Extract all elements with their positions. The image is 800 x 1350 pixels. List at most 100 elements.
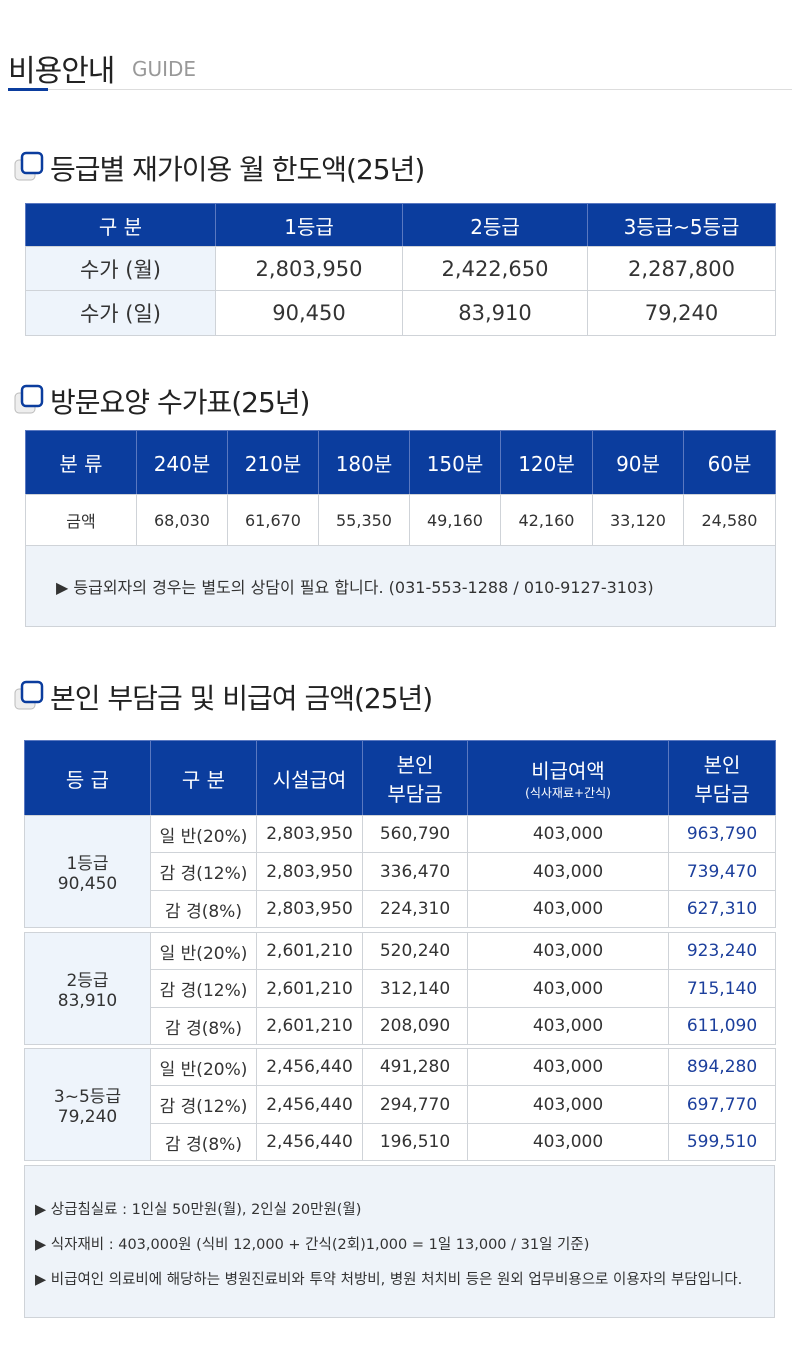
table-cell: 403,000 (467, 969, 669, 1008)
table-cell: 627,310 (668, 890, 776, 928)
table-cell: 24,580 (683, 494, 776, 546)
cell-text: 본인 (396, 753, 434, 777)
cell-text: 403,000 (532, 1057, 604, 1077)
cell-text: 90,450 (57, 874, 118, 894)
table-cell: 2,803,950 (256, 852, 363, 891)
cell-text: 715,140 (686, 978, 758, 999)
table-cell: 일 반(20%) (150, 1048, 257, 1086)
cell-text: 2등급 (470, 214, 520, 239)
table-cell: 923,240 (668, 932, 776, 970)
cell-text: 금액 (66, 512, 96, 531)
table-cell: 감 경(8%) (150, 1123, 257, 1161)
table-cell: 수가 (일) (25, 290, 216, 336)
header-cell: 120분 (500, 430, 593, 495)
cell-text: 2,803,950 (266, 824, 353, 844)
cell-text: 2,601,210 (266, 1016, 353, 1036)
table-cell: 감 경(12%) (150, 852, 257, 891)
cell-text: 감 경(8%) (165, 901, 242, 922)
cell-text: 336,470 (379, 861, 451, 882)
header-cell: 2등급 (402, 203, 588, 247)
header-cell: 90분 (592, 430, 684, 495)
cell-text: 403,000 (532, 1016, 604, 1036)
table-cell: 49,160 (409, 494, 501, 546)
table-cell: 90,450 (215, 290, 403, 336)
cell-text: 3등급~5등급 (623, 214, 740, 239)
cell-text: 60분 (707, 452, 752, 476)
table-cell: 2,803,950 (256, 815, 363, 853)
table-cell: 294,770 (362, 1085, 468, 1124)
cell-text: 분 류 (59, 452, 103, 476)
cell-text: 61,670 (245, 510, 301, 530)
header-cell: 180분 (318, 430, 410, 495)
header-cell: 210분 (227, 430, 319, 495)
table-cell: 2,803,950 (256, 890, 363, 928)
note-text: ▶ 식자재비 : 403,000원 (식비 12,000 + 간식(2회)1,0… (35, 1237, 590, 1253)
cell-text: 2,803,950 (266, 899, 353, 919)
cell-text: 2,456,440 (266, 1094, 353, 1115)
table-cell: 2,601,210 (256, 1007, 363, 1045)
table-cell: 수가 (월) (25, 246, 216, 291)
header-cell: 비급여액 (식사재료+간식) (467, 740, 669, 816)
table-cell: 일 반(20%) (150, 815, 257, 853)
grade-cell: 2등급 83,910 (24, 932, 151, 1045)
table-cell: 312,140 (362, 969, 468, 1008)
table-cell: 감 경(12%) (150, 1085, 257, 1124)
table-cell: 42,160 (500, 494, 593, 546)
header-cell: 시설급여 (256, 740, 363, 816)
header-cell: 본인 부담금 (668, 740, 776, 816)
cell-text: 963,790 (686, 824, 758, 844)
cell-text: 42,160 (518, 510, 575, 530)
cell-text: 2,601,210 (266, 941, 353, 961)
cell-text: 1등급 (66, 854, 109, 874)
cell-text: 79,240 (644, 301, 719, 325)
table-cell: 403,000 (467, 1007, 669, 1045)
table-cell: 79,240 (587, 290, 776, 336)
cell-text: 3~5등급 (53, 1087, 122, 1107)
table-cell: 894,280 (668, 1048, 776, 1086)
cell-text: 83,910 (57, 991, 118, 1011)
cell-text: 부담금 (387, 782, 443, 806)
cell-text: 240분 (153, 452, 211, 476)
table-cell: 403,000 (467, 932, 669, 970)
table-cell: 403,000 (467, 1085, 669, 1124)
note-box: ▶ 등급외자의 경우는 별도의 상담이 필요 합니다. (031-553-128… (25, 545, 776, 627)
cell-text: 수가 (일) (79, 302, 162, 326)
cell-text: 일 반(20%) (159, 826, 248, 847)
section-icon (14, 384, 44, 414)
cell-text: 24,580 (701, 510, 758, 530)
table-cell: 520,240 (362, 932, 468, 970)
cell-text: 2,803,950 (255, 256, 363, 281)
section-title: 등급별 재가이용 월 한도액(25년) (50, 153, 425, 186)
cell-text: 구 분 (181, 767, 226, 792)
page-subtitle: GUIDE (132, 57, 197, 81)
cell-text: 본인 (703, 753, 741, 777)
table-cell: 2,287,800 (587, 246, 776, 291)
cell-text: 수가 (월) (79, 257, 162, 282)
table-cell: 금액 (25, 494, 137, 546)
cell-text: 비급여액 (531, 759, 605, 783)
table-cell: 2,803,950 (215, 246, 403, 291)
table-cell: 2,601,210 (256, 969, 363, 1008)
table-cell: 2,456,440 (256, 1123, 363, 1161)
table-cell: 61,670 (227, 494, 319, 546)
header-cell: 1등급 (215, 203, 403, 247)
cell-text: 감 경(12%) (159, 981, 248, 1001)
cell-text: 403,000 (532, 824, 604, 844)
cell-text: 403,000 (532, 899, 604, 919)
cell-text: 120분 (518, 452, 575, 476)
cell-text: 520,240 (379, 941, 451, 961)
cell-text: 196,510 (379, 1132, 451, 1152)
cell-text: 83,910 (458, 301, 532, 325)
cell-text: 599,510 (686, 1132, 758, 1152)
grade-cell: 1등급 90,450 (24, 815, 151, 928)
cell-text: 2,456,440 (266, 1132, 353, 1152)
table-cell: 697,770 (668, 1085, 776, 1124)
cell-text: 739,470 (686, 861, 758, 882)
cell-text: 180분 (335, 452, 393, 476)
cell-text: 697,770 (686, 1094, 758, 1115)
cell-text: 일 반(20%) (159, 943, 248, 964)
header-rule (48, 89, 792, 90)
cell-text: 403,000 (532, 1094, 604, 1115)
header-cell: 60분 (683, 430, 776, 495)
cell-text: 일 반(20%) (159, 1059, 248, 1080)
